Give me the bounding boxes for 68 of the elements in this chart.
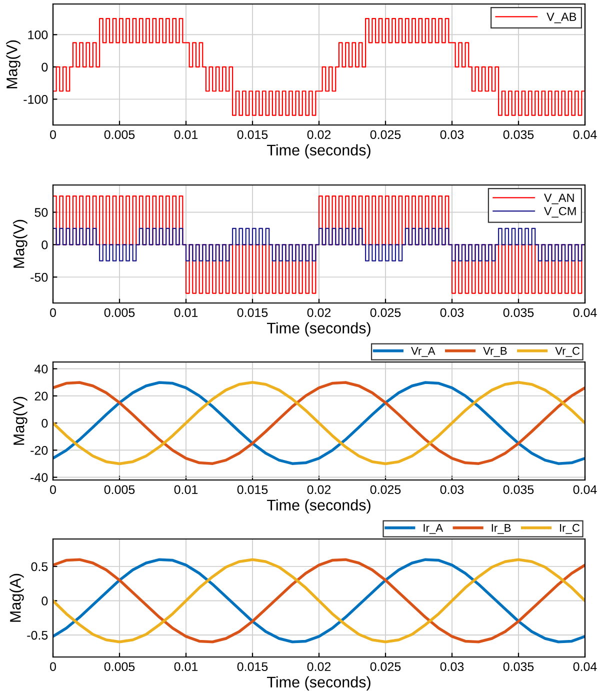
x-tick-label: 0.03 [440,662,464,672]
x-axis-title: Time (seconds) [266,322,370,337]
y-axis-title: Mag(V) [6,40,20,88]
x-tick-label: 0 [50,308,56,318]
x-tick-label: 0.025 [370,485,401,494]
legend-label: Vr_C [555,346,580,357]
y-tick-label: 100 [28,30,48,40]
x-tick-label: 0.025 [370,130,401,140]
y-axis-title: Mag(V) [13,220,28,268]
x-tick-label: 0 [50,485,56,494]
x-tick-label: 0.01 [174,485,198,494]
x-tick-label: 0.03 [440,485,464,494]
line-series [53,558,585,644]
legend-label: Vr_A [411,347,436,357]
x-tick-label: 0.015 [237,485,268,494]
x-tick-label: 0.025 [370,662,401,672]
y-tick-label: 20 [34,392,48,401]
y-tick-label: -20 [30,446,48,455]
x-tick-label: 0.02 [307,485,331,494]
y-tick-label: -100 [24,94,48,104]
x-tick-label: 0.04 [573,130,597,140]
x-tick-label: 0 [50,662,56,672]
x-tick-label: 0.035 [503,130,534,140]
x-tick-label: 0.02 [307,308,331,318]
x-tick-label: 0.01 [174,308,198,318]
y-tick-label: 0 [42,62,48,72]
y-tick-label: 0 [42,418,48,428]
x-tick-label: 0.015 [237,662,268,672]
y-tick-label: 40 [34,364,48,374]
x-tick-label: 0.005 [104,485,135,494]
x-tick-label: 0.005 [104,662,135,672]
x-tick-label: 0.015 [237,308,268,318]
x-tick-label: 0.04 [573,308,597,318]
x-tick-label: 0.025 [370,308,401,318]
legend-label: Ir_C [560,524,580,534]
y-tick-label: -0.5 [27,630,48,640]
x-tick-label: 0.02 [307,662,331,672]
y-tick-label: 50 [34,208,48,217]
y-axis-title: Mag(A) [10,574,24,622]
legend-label: V_AN [544,194,574,204]
x-tick-label: 0.01 [174,130,198,140]
x-tick-label: 0.015 [237,130,268,140]
x-tick-label: 0.02 [307,130,331,140]
x-tick-label: 0.005 [104,130,135,140]
legend-label: V_AB [546,12,576,24]
x-tick-label: 0 [50,130,56,140]
x-axis-title: Time (seconds) [266,499,370,514]
legend-label: V_CM [544,206,576,218]
x-tick-label: 0.03 [440,130,464,140]
x-tick-label: 0.035 [503,485,534,494]
x-tick-label: 0.035 [503,308,534,318]
y-tick-label: -50 [30,272,48,282]
x-tick-label: 0.005 [104,308,135,318]
x-axis-title: Time (seconds) [266,676,370,691]
y-tick-label: 0 [42,596,48,606]
x-axis-title: Time (seconds) [266,144,370,159]
legend-label: Ir_A [424,524,444,534]
y-tick-label: -40 [30,473,48,482]
legend-label: Ir_B [492,524,511,534]
x-tick-label: 0.04 [573,485,597,494]
x-tick-label: 0.03 [440,308,464,318]
legend-label: Vr_B [483,347,507,357]
y-tick-label: 0.5 [31,562,48,572]
y-tick-label: 0 [42,240,48,250]
x-tick-label: 0.04 [573,662,597,672]
x-tick-label: 0.01 [174,662,198,672]
x-tick-label: 0.035 [503,662,534,672]
y-axis-title: Mag(V) [13,396,28,445]
